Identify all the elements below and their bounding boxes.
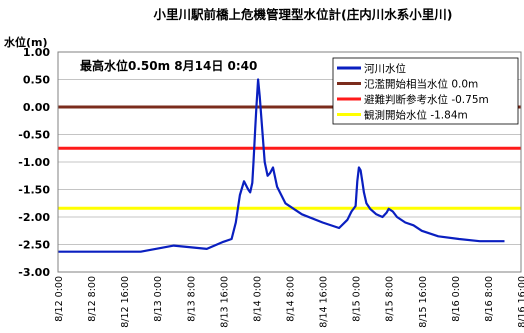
- x-tick-label: 8/15 16:00: [418, 276, 429, 328]
- y-tick-label: -1.50: [18, 184, 50, 197]
- x-tick-label: 8/12 8:00: [87, 276, 98, 322]
- x-tick-label: 8/15 0:00: [352, 276, 363, 322]
- legend-label: 避難判断参考水位 -0.75m: [364, 93, 489, 106]
- x-tick-label: 8/16 16:00: [517, 276, 524, 328]
- y-tick-label: 1.00: [23, 46, 50, 59]
- x-tick-label: 8/13 8:00: [186, 276, 197, 322]
- legend-box: [332, 57, 519, 125]
- legend-label: 河川水位: [364, 62, 406, 75]
- y-tick-label: -3.00: [18, 266, 50, 279]
- legend-label: 氾濫開始相当水位 0.0m: [364, 78, 478, 91]
- y-tick-label: -0.50: [18, 129, 50, 142]
- y-tick-label: 0.00: [23, 101, 50, 114]
- series-line: [58, 78, 505, 253]
- x-tick-label: 8/12 0:00: [54, 276, 65, 322]
- chart-title: 小里川駅前橋上危機管理型水位計(庄内川水系小里川): [153, 7, 453, 22]
- x-tick-label: 8/13 0:00: [153, 276, 164, 322]
- x-tick-label: 8/14 0:00: [252, 276, 263, 322]
- y-tick-label: -2.50: [18, 239, 50, 252]
- plot-frame: [57, 51, 522, 273]
- y-tick-label: -1.00: [18, 156, 50, 169]
- y-tick-label: 0.50: [23, 74, 50, 87]
- y-tick-labels: 1.00 0.50 0.00 -0.50 -1.00 -1.50 -2.00 -2.50 -3.…: [18, 46, 50, 279]
- x-tick-labels: 8/12 0:00 8/12 8:00 8/12 16:00 8/13 0:00 8/1…: [54, 276, 524, 328]
- x-tick-label: 8/15 8:00: [385, 276, 396, 322]
- y-tick-label: -2.00: [18, 211, 50, 224]
- x-tick-label: 8/14 8:00: [286, 276, 297, 322]
- y-axis-label: 水位(m): [4, 36, 48, 49]
- x-tick-label: 8/16 0:00: [451, 276, 462, 322]
- x-tick-label: 8/14 16:00: [319, 276, 330, 328]
- x-tick-label: 8/13 16:00: [219, 276, 230, 328]
- x-tick-label: 8/12 16:00: [120, 276, 131, 328]
- legend-label: 観測開始水位 -1.84m: [364, 109, 468, 122]
- max-level-annotation: 最高水位0.50m 8月14日 0:40: [80, 58, 257, 73]
- series-lines: [58, 78, 505, 253]
- x-tick-label: 8/16 8:00: [484, 276, 495, 322]
